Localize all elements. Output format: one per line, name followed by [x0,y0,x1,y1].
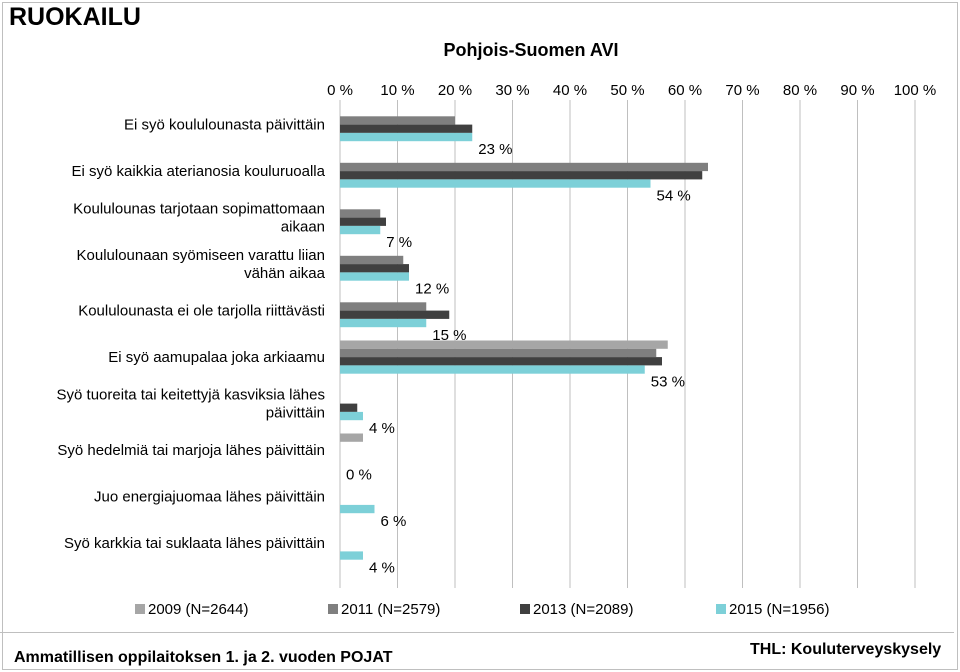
category-label: Juo energiajuomaa lähes päivittäin [94,489,325,506]
x-tick-label: 20 % [438,82,472,99]
data-label: 0 % [346,467,372,484]
data-label: 23 % [478,141,512,158]
category-label: Ei syö koululounasta päivittäin [124,117,325,134]
legend: 2009 (N=2644) 2011 (N=2579) 2013 (N=2089) 2… [135,601,830,618]
data-label: 4 % [369,560,395,577]
x-tick-label: 100 % [894,82,937,99]
legend-swatch [520,604,530,614]
legend-label: 2009 (N=2644) [148,601,249,618]
bar [340,340,668,349]
category-label: Syö karkkia tai suklaata lähes päivittäi… [64,535,325,552]
x-tick-label: 50 % [610,82,644,99]
x-tick-label: 80 % [783,82,817,99]
x-axis-ticks: 0 % 10 % 20 % 30 % 40 % 50 % 60 % 70 % 80 % 90 % 1… [327,82,936,99]
bar [340,272,409,281]
category-label: Syö hedelmiä tai marjoja lähes päivittäi… [57,442,325,459]
bar [340,264,409,273]
bar [340,209,381,218]
legend-label: 2013 (N=2089) [533,601,634,618]
bar [340,318,427,328]
category-label: aikaan [281,219,325,236]
x-tick-label: 60 % [668,82,702,99]
chart-title: Pohjois-Suomen AVI [443,40,618,60]
bar [340,411,363,421]
data-label: 54 % [657,188,691,205]
bar [340,132,473,142]
category-label: Ei syö aamupalaa joka arkiaamu [108,349,325,366]
bar [340,310,450,319]
bar [340,116,455,125]
bar [340,124,473,133]
bar [340,171,703,180]
bar [340,551,363,560]
category-label: vähän aikaa [244,265,326,282]
x-tick-label: 70 % [725,82,759,99]
bar [340,217,386,226]
bar [340,433,363,442]
bar [340,504,375,514]
data-label: 53 % [651,374,685,391]
footer-divider [0,632,954,633]
x-tick-label: 0 % [327,82,353,99]
legend-swatch [716,604,726,614]
data-label: 12 % [415,281,449,298]
category-label: Koululounasta ei ole tarjolla riittäväst… [78,303,325,320]
category-label: Ei syö kaikkia aterianosia kouluruoalla [72,163,326,180]
bar [340,162,708,172]
legend-label: 2015 (N=1956) [729,601,830,618]
page-heading: RUOKAILU [9,3,141,31]
category-labels: Ei syö koululounasta päivittäin Ei syö ka… [57,117,326,552]
bar [340,348,657,358]
x-tick-label: 40 % [553,82,587,99]
data-labels: 23 % 54 % 7 % 12 % 15 % 53 % 4 % 0 % 6 % 4 % [346,141,691,577]
category-label: Koululounaan syömiseen varattu liian [77,247,326,264]
footer-group-label: Ammatillisen oppilaitoksen 1. ja 2. vuod… [14,649,393,666]
bar [340,255,404,265]
category-label: Syö tuoreita tai keitettyjä kasviksia lä… [57,387,325,404]
bar [340,357,662,366]
bar [340,225,381,235]
data-label: 6 % [381,513,407,530]
legend-swatch [328,604,338,614]
data-label: 15 % [432,327,466,344]
bar [340,302,427,311]
x-tick-label: 10 % [380,82,414,99]
data-label: 7 % [386,234,412,251]
x-tick-label: 90 % [840,82,874,99]
footer-source-label: THL: Kouluterveyskysely [750,641,942,658]
legend-swatch [135,604,145,614]
legend-label: 2011 (N=2579) [341,601,440,618]
bar [340,179,651,188]
data-label: 4 % [369,420,395,437]
bar [340,403,358,412]
category-label: päivittäin [266,405,325,422]
bar [340,365,645,374]
x-tick-label: 30 % [495,82,529,99]
bars [340,116,708,560]
category-label: Koululounas tarjotaan sopimattomaan [73,201,325,218]
